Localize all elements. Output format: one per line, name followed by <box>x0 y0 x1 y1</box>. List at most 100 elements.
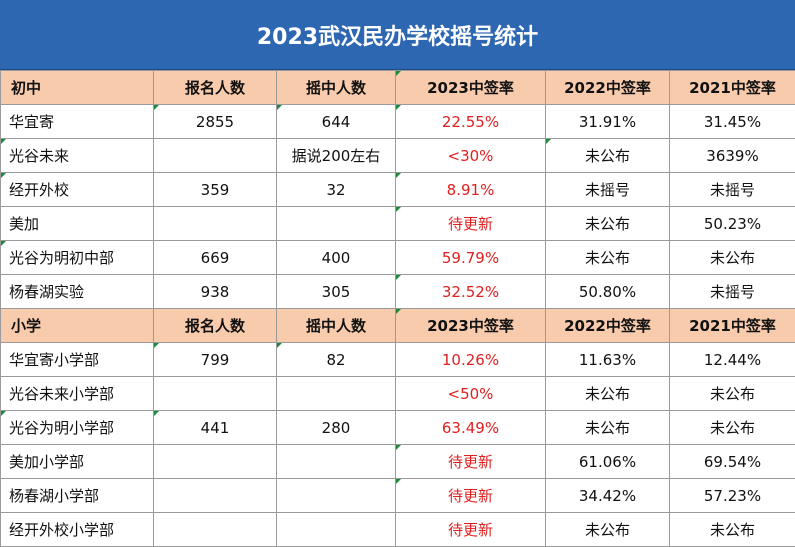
applicants-cell <box>153 512 277 547</box>
admitted-cell <box>276 206 396 241</box>
applicants-cell: 2855 <box>153 104 277 139</box>
rate-2022-cell: 61.06% <box>545 444 670 479</box>
table-row: 光谷为明小学部 441 280 63.49% 未公布 未公布 <box>0 410 795 445</box>
applicants-cell: 669 <box>153 240 277 275</box>
rate-2021-cell: 31.45% <box>669 104 795 139</box>
rate-2023-cell: <50% <box>395 376 546 411</box>
applicants-cell: 938 <box>153 274 277 309</box>
rate-2022-cell: 31.91% <box>545 104 670 139</box>
column-header-cell: 2023中签率 <box>395 308 546 343</box>
applicants-cell: 799 <box>153 342 277 377</box>
column-header-cell: 报名人数 <box>153 308 277 343</box>
rate-2023-cell: 59.79% <box>395 240 546 275</box>
applicants-cell: 359 <box>153 172 277 207</box>
column-header-cell: 报名人数 <box>153 70 277 105</box>
rate-2023-cell: 待更新 <box>395 478 546 513</box>
applicants-cell <box>153 206 277 241</box>
column-header-cell: 2022中签率 <box>545 70 670 105</box>
rate-2023-cell: <30% <box>395 138 546 173</box>
section-header-cell: 初中 <box>0 70 154 105</box>
rate-2021-cell: 57.23% <box>669 478 795 513</box>
rate-2023-cell: 待更新 <box>395 512 546 547</box>
column-header-cell: 2023中签率 <box>395 70 546 105</box>
admitted-cell <box>276 512 396 547</box>
rate-2021-cell: 未摇号 <box>669 274 795 309</box>
table-row: 华宜寄小学部 799 82 10.26% 11.63% 12.44% <box>0 342 795 377</box>
school-name-cell: 光谷未来 <box>0 138 154 173</box>
rate-2023-cell: 10.26% <box>395 342 546 377</box>
table-row: 美加小学部 待更新 61.06% 69.54% <box>0 444 795 479</box>
lottery-stats-table: 初中 报名人数 摇中人数 2023中签率 2022中签率 2021中签率 华宜寄 2855 64… <box>0 70 795 547</box>
rate-2021-cell: 69.54% <box>669 444 795 479</box>
school-name-cell: 光谷未来小学部 <box>0 376 154 411</box>
rate-2022-cell: 未公布 <box>545 138 670 173</box>
rate-2021-cell: 50.23% <box>669 206 795 241</box>
rate-2022-cell: 未摇号 <box>545 172 670 207</box>
admitted-cell: 280 <box>276 410 396 445</box>
column-header-cell: 摇中人数 <box>276 70 396 105</box>
column-header-cell: 2021中签率 <box>669 70 795 105</box>
school-name-cell: 经开外校小学部 <box>0 512 154 547</box>
admitted-cell: 32 <box>276 172 396 207</box>
rate-2023-cell: 待更新 <box>395 444 546 479</box>
rate-2022-cell: 未公布 <box>545 376 670 411</box>
rate-2021-cell: 未公布 <box>669 512 795 547</box>
middle-school-header-row: 初中 报名人数 摇中人数 2023中签率 2022中签率 2021中签率 <box>0 70 795 105</box>
rate-2022-cell: 34.42% <box>545 478 670 513</box>
rate-2022-cell: 未公布 <box>545 206 670 241</box>
admitted-cell: 305 <box>276 274 396 309</box>
school-name-cell: 光谷为明小学部 <box>0 410 154 445</box>
rate-2022-cell: 11.63% <box>545 342 670 377</box>
rate-2022-cell: 50.80% <box>545 274 670 309</box>
admitted-cell: 644 <box>276 104 396 139</box>
table-row: 光谷为明初中部 669 400 59.79% 未公布 未公布 <box>0 240 795 275</box>
rate-2021-cell: 3639% <box>669 138 795 173</box>
column-header-cell: 2021中签率 <box>669 308 795 343</box>
rate-2022-cell: 未公布 <box>545 512 670 547</box>
rate-2021-cell: 未公布 <box>669 240 795 275</box>
table-row: 经开外校小学部 待更新 未公布 未公布 <box>0 512 795 547</box>
rate-2021-cell: 未摇号 <box>669 172 795 207</box>
rate-2023-cell: 63.49% <box>395 410 546 445</box>
column-header-cell: 2022中签率 <box>545 308 670 343</box>
table-row: 杨春湖实验 938 305 32.52% 50.80% 未摇号 <box>0 274 795 309</box>
primary-school-header-row: 小学 报名人数 摇中人数 2023中签率 2022中签率 2021中签率 <box>0 308 795 343</box>
school-name-cell: 美加小学部 <box>0 444 154 479</box>
rate-2023-cell: 待更新 <box>395 206 546 241</box>
rate-2023-cell: 22.55% <box>395 104 546 139</box>
admitted-cell: 82 <box>276 342 396 377</box>
applicants-cell <box>153 376 277 411</box>
admitted-cell <box>276 376 396 411</box>
table-row: 美加 待更新 未公布 50.23% <box>0 206 795 241</box>
applicants-cell <box>153 444 277 479</box>
school-name-cell: 华宜寄小学部 <box>0 342 154 377</box>
school-name-cell: 杨春湖实验 <box>0 274 154 309</box>
admitted-cell: 400 <box>276 240 396 275</box>
school-name-cell: 美加 <box>0 206 154 241</box>
school-name-cell: 经开外校 <box>0 172 154 207</box>
table-row: 经开外校 359 32 8.91% 未摇号 未摇号 <box>0 172 795 207</box>
school-name-cell: 华宜寄 <box>0 104 154 139</box>
table-row: 光谷未来小学部 <50% 未公布 未公布 <box>0 376 795 411</box>
table-row: 光谷未来 据说200左右 <30% 未公布 3639% <box>0 138 795 173</box>
column-header-cell: 摇中人数 <box>276 308 396 343</box>
admitted-cell <box>276 478 396 513</box>
rate-2023-cell: 32.52% <box>395 274 546 309</box>
rate-2023-cell: 8.91% <box>395 172 546 207</box>
school-name-cell: 光谷为明初中部 <box>0 240 154 275</box>
rate-2021-cell: 12.44% <box>669 342 795 377</box>
table-row: 杨春湖小学部 待更新 34.42% 57.23% <box>0 478 795 513</box>
table-row: 华宜寄 2855 644 22.55% 31.91% 31.45% <box>0 104 795 139</box>
applicants-cell <box>153 478 277 513</box>
applicants-cell <box>153 138 277 173</box>
rate-2021-cell: 未公布 <box>669 376 795 411</box>
section-header-cell: 小学 <box>0 308 154 343</box>
admitted-cell: 据说200左右 <box>276 138 396 173</box>
applicants-cell: 441 <box>153 410 277 445</box>
rate-2022-cell: 未公布 <box>545 410 670 445</box>
rate-2022-cell: 未公布 <box>545 240 670 275</box>
admitted-cell <box>276 444 396 479</box>
school-name-cell: 杨春湖小学部 <box>0 478 154 513</box>
rate-2021-cell: 未公布 <box>669 410 795 445</box>
page-title: 2023武汉民办学校摇号统计 <box>0 0 795 70</box>
